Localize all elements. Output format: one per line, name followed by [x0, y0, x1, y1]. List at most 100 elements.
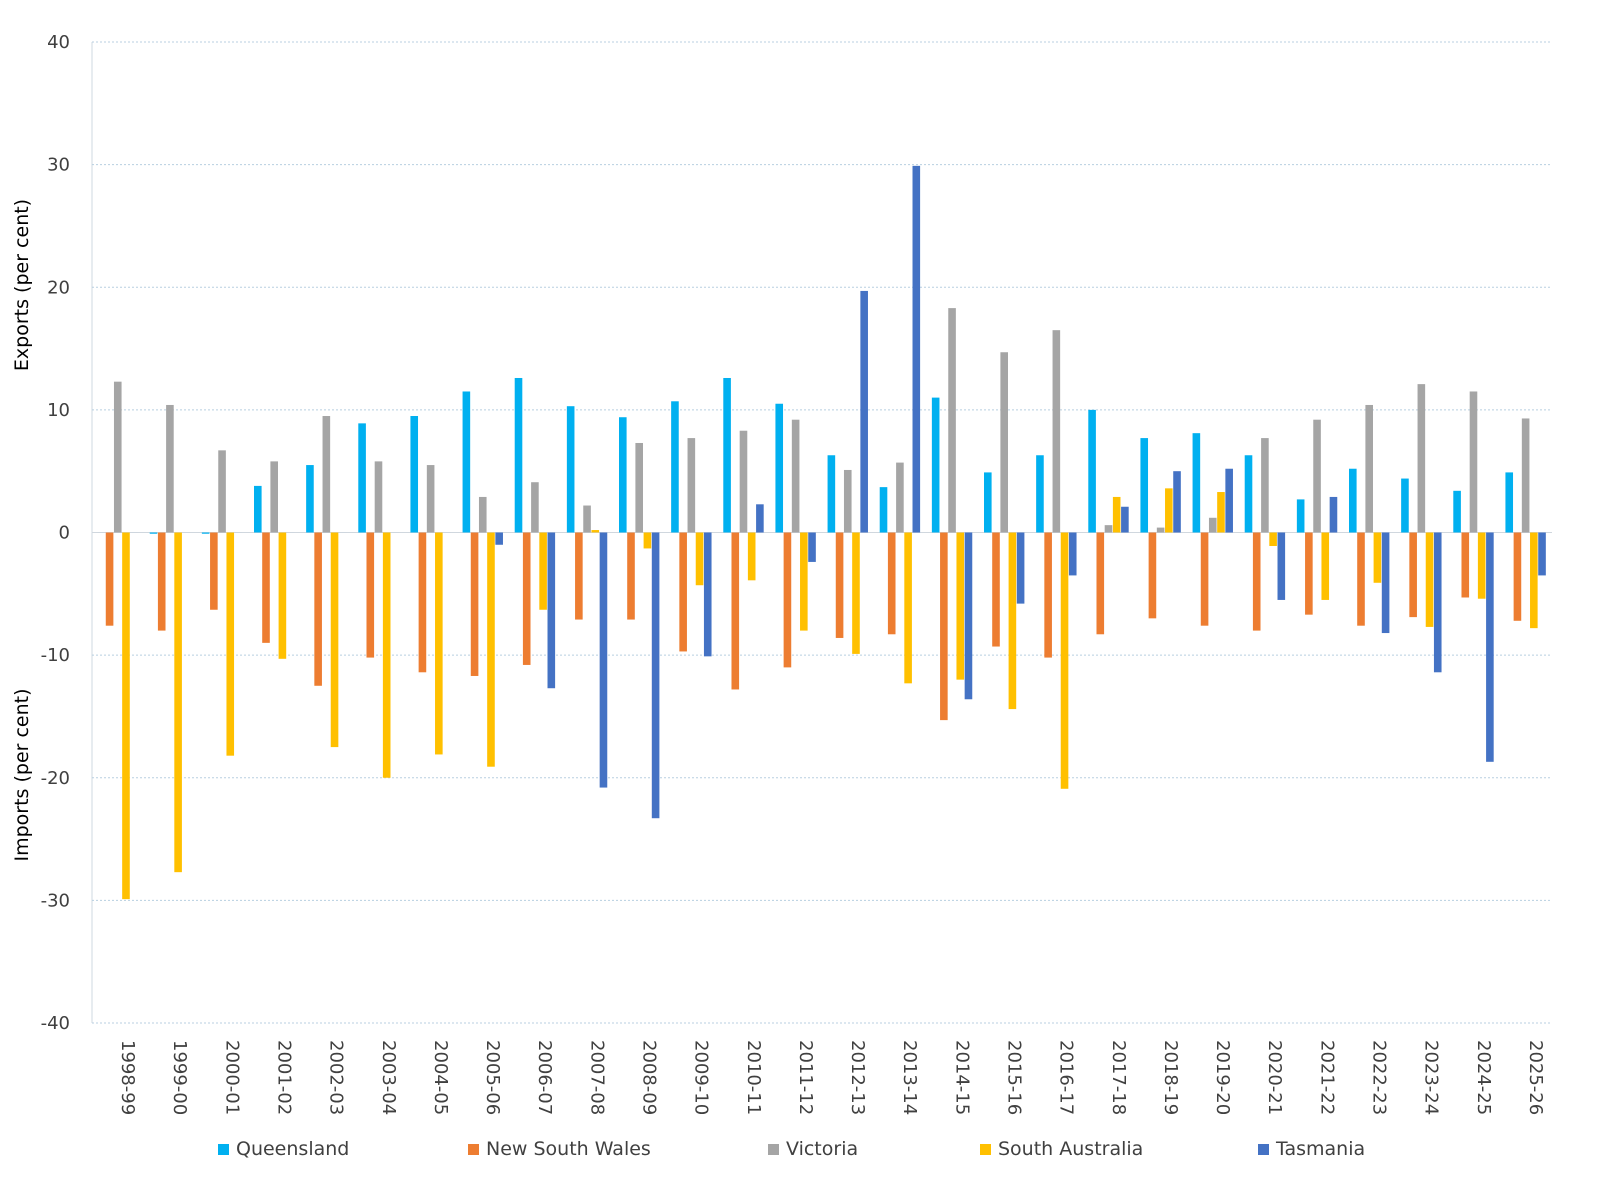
bar	[575, 532, 583, 620]
bar	[835, 532, 844, 638]
bar	[896, 462, 904, 533]
y-axis-title-exports: Exports (per cent)	[11, 199, 33, 371]
bar	[330, 532, 339, 748]
bar	[695, 532, 704, 586]
bar	[1321, 532, 1330, 600]
bar	[174, 532, 182, 873]
bar	[366, 532, 375, 658]
bar	[1461, 532, 1470, 598]
bar	[887, 532, 896, 635]
bar	[478, 496, 487, 533]
bar	[1036, 455, 1044, 533]
x-tick-label: 2021-22	[1316, 1040, 1337, 1115]
bar	[358, 423, 366, 533]
bar	[904, 532, 912, 684]
x-tick-label: 1999-00	[169, 1040, 190, 1115]
legend-label: Victoria	[786, 1138, 859, 1160]
x-tick-label: 2013-14	[899, 1040, 920, 1115]
bar	[495, 532, 503, 545]
bar	[651, 532, 660, 819]
bar	[566, 406, 575, 533]
legend-item: New South Wales	[468, 1138, 651, 1160]
bar	[487, 532, 495, 767]
bar	[1060, 532, 1069, 789]
bar	[879, 487, 888, 533]
bar	[703, 532, 712, 657]
bar	[210, 532, 218, 610]
x-tick-label: 2007-08	[586, 1040, 607, 1115]
x-tick-label: 2019-20	[1212, 1040, 1233, 1115]
bar	[149, 532, 158, 534]
bar	[731, 532, 740, 690]
y-tick-label: -20	[41, 768, 70, 789]
bar	[1156, 527, 1165, 533]
bar	[791, 419, 800, 533]
bar	[1349, 468, 1357, 533]
bar	[931, 397, 940, 533]
bar	[1365, 404, 1373, 533]
bar	[374, 461, 383, 533]
bar	[1192, 433, 1201, 533]
bar	[956, 532, 965, 680]
bar	[1417, 384, 1426, 533]
x-tick-label: 2012-13	[847, 1040, 868, 1115]
bar	[382, 532, 391, 778]
bar	[113, 381, 122, 533]
bar	[1244, 455, 1253, 533]
x-tick-label: 2017-18	[1108, 1040, 1129, 1115]
bar	[1401, 478, 1409, 533]
y-tick-label: -40	[41, 1013, 70, 1034]
legend-label: Queensland	[236, 1138, 350, 1160]
bar	[539, 532, 547, 610]
bar	[1513, 532, 1522, 621]
legend-item: Tasmania	[1258, 1138, 1365, 1160]
bars	[97, 165, 1546, 900]
bar	[679, 532, 687, 652]
bar	[627, 532, 635, 620]
bar	[418, 532, 427, 673]
bar	[306, 465, 314, 533]
bar	[1208, 517, 1217, 533]
bar	[1313, 419, 1321, 533]
bar	[827, 455, 836, 533]
y-tick-label: -10	[41, 645, 70, 666]
bar	[1329, 496, 1338, 533]
legend-label: New South Wales	[486, 1138, 651, 1160]
legend-swatch	[768, 1143, 779, 1155]
bar	[1425, 532, 1434, 627]
x-tick-label: 2015-16	[1004, 1040, 1025, 1115]
bar	[166, 404, 174, 533]
bar	[756, 504, 764, 533]
bar	[1269, 532, 1277, 546]
y-tick-label: 0	[59, 523, 70, 544]
bar	[1165, 488, 1173, 533]
bar	[522, 532, 531, 665]
x-tick-label: 2002-03	[326, 1040, 347, 1115]
bar	[157, 532, 166, 631]
bar	[1016, 532, 1025, 604]
bar	[1505, 472, 1514, 533]
x-tick-label: 2004-05	[430, 1040, 451, 1115]
y-axis-ticks: 40 30 20 10 0 -10 -20 -30 -40	[41, 32, 70, 1034]
bar	[591, 530, 600, 533]
bar	[262, 532, 270, 643]
y-tick-label: 30	[47, 155, 70, 176]
x-tick-label: 2006-07	[534, 1040, 555, 1115]
bar	[270, 461, 278, 533]
bar	[1296, 499, 1305, 533]
bar	[410, 416, 419, 533]
bar	[948, 308, 956, 533]
bar	[992, 532, 1000, 647]
bar	[1173, 471, 1181, 533]
y-tick-label: 40	[47, 32, 70, 53]
bar	[843, 469, 852, 533]
bar	[1277, 532, 1286, 600]
bar	[619, 417, 627, 533]
legend: Queensland New South Wales Victoria South A…	[0, 1138, 1600, 1168]
bar	[775, 403, 784, 533]
bar	[1252, 532, 1261, 631]
bar	[1409, 532, 1417, 618]
bar	[1088, 409, 1096, 533]
bar	[747, 532, 756, 581]
